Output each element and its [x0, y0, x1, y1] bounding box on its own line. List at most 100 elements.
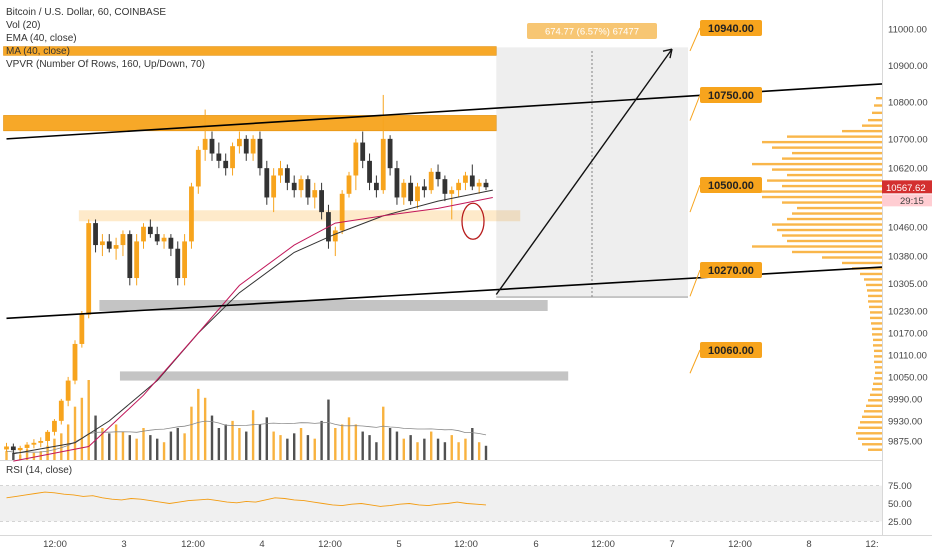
vpvr-row-18	[782, 201, 882, 204]
candle-body-9	[65, 380, 71, 401]
volume-bar-41	[286, 438, 289, 460]
candle-67	[463, 171, 468, 191]
candle-62	[428, 168, 434, 194]
candle-54	[374, 175, 379, 198]
candle-body-11	[79, 314, 85, 344]
time-tick-7: 6	[533, 539, 538, 550]
price-tick-13: 9990.00	[888, 394, 922, 405]
candle-22	[154, 226, 160, 246]
vpvr-row-24	[782, 234, 882, 237]
rsi-label[interactable]: RSI (14, close)	[6, 465, 73, 476]
candle-body-1	[10, 446, 16, 451]
candle-body-12	[86, 223, 92, 315]
candle-body-32	[223, 160, 229, 169]
volume-bar-70	[484, 445, 488, 460]
vpvr-row-36	[868, 300, 882, 303]
candle-5	[38, 437, 44, 448]
volume-bar-10	[73, 406, 77, 460]
candle-body-50	[346, 175, 352, 194]
volume-bar-34	[238, 428, 241, 460]
volume-bar-46	[320, 420, 323, 460]
candle-45	[312, 182, 318, 209]
vpvr-row-14	[767, 179, 882, 182]
candle-0	[4, 442, 9, 452]
price-tick-15: 9875.00	[888, 437, 922, 448]
rsi-tick-0: 75.00	[888, 481, 912, 492]
volume-bar-22	[156, 438, 159, 460]
vpvr-row-46	[874, 355, 882, 358]
chart-legend: Bitcoin / U.S. Dollar, 60, COINBASE Vol …	[6, 6, 205, 71]
candle-49	[339, 190, 345, 235]
time-tick-8: 12:00	[591, 539, 615, 550]
candle-4	[31, 439, 37, 449]
vpvr-row-43	[873, 338, 882, 342]
vpvr-row-62	[862, 443, 882, 446]
vpvr-row-56	[864, 410, 882, 413]
vpvr-row-35	[868, 294, 882, 298]
volume-bar-1	[12, 452, 15, 460]
candle-body-51	[353, 142, 359, 176]
vpvr-row-9	[792, 151, 882, 155]
candle-43	[298, 175, 304, 198]
vpvr-row-63	[868, 448, 882, 451]
price-tick-4: 10620.00	[888, 164, 928, 175]
indicator-ma[interactable]: MA (40, close)	[6, 46, 70, 57]
volume-bar-27	[190, 406, 193, 460]
candle-31	[216, 142, 222, 169]
price-tick-7: 10380.00	[888, 252, 928, 263]
zone-gray-3	[99, 300, 548, 311]
current-price-bg	[882, 180, 932, 194]
ema-line	[13, 189, 493, 455]
candle-1	[10, 443, 16, 454]
level-pointer-3	[689, 269, 701, 297]
candle-body-65	[449, 190, 455, 194]
vpvr-row-16	[752, 190, 882, 193]
vpvr-row-11	[752, 162, 882, 166]
candle-body-60	[415, 186, 420, 202]
candle-body-54	[374, 182, 379, 191]
level-pointer-4	[689, 349, 701, 374]
volume-bar-37	[258, 424, 262, 460]
candle-34	[237, 131, 242, 154]
candle-36	[250, 135, 256, 161]
volume-bar-0	[5, 451, 8, 460]
vpvr-row-26	[752, 245, 882, 248]
vpvr-row-57	[862, 415, 882, 418]
candle-body-7	[52, 420, 57, 432]
candle-50	[346, 171, 352, 198]
zone-gray-4	[119, 371, 569, 381]
vpvr-row-29	[842, 261, 882, 265]
level-label-bg-1	[700, 87, 762, 103]
vpvr-row-51	[873, 382, 882, 386]
vpvr-row-21	[787, 217, 882, 221]
candle-59	[408, 175, 414, 205]
candle-body-59	[408, 182, 414, 202]
candle-51	[353, 138, 359, 191]
price-tick-2: 10800.00	[888, 98, 928, 109]
candle-body-20	[141, 226, 146, 242]
time-tick-2: 12:00	[181, 539, 205, 550]
time-tick-3: 4	[259, 539, 264, 550]
candle-7	[52, 419, 57, 436]
chart-title: Bitcoin / U.S. Dollar, 60, COINBASE	[6, 7, 167, 18]
candle-37	[257, 131, 263, 176]
price-tick-9: 10230.00	[888, 306, 928, 317]
level-label-1: 10750.00	[708, 90, 754, 102]
candle-33	[230, 142, 235, 176]
volume-bar-28	[197, 388, 200, 460]
candle-38	[264, 160, 270, 205]
volume-bar-17	[121, 431, 125, 460]
vpvr-row-7	[762, 140, 882, 144]
grid	[0, 0, 932, 536]
indicator-vol[interactable]: Vol (20)	[6, 20, 41, 31]
candle-2	[17, 445, 23, 455]
candle-21	[147, 219, 153, 238]
candle-39	[271, 168, 277, 213]
volume-bar-8	[60, 433, 63, 460]
candle-3	[24, 442, 30, 451]
indicator-ema[interactable]: EMA (40, close)	[6, 33, 77, 44]
candle-body-36	[250, 138, 256, 154]
indicator-vpvr[interactable]: VPVR (Number Of Rows, 160, Up/Down, 70)	[6, 59, 205, 70]
candle-19	[134, 234, 140, 286]
